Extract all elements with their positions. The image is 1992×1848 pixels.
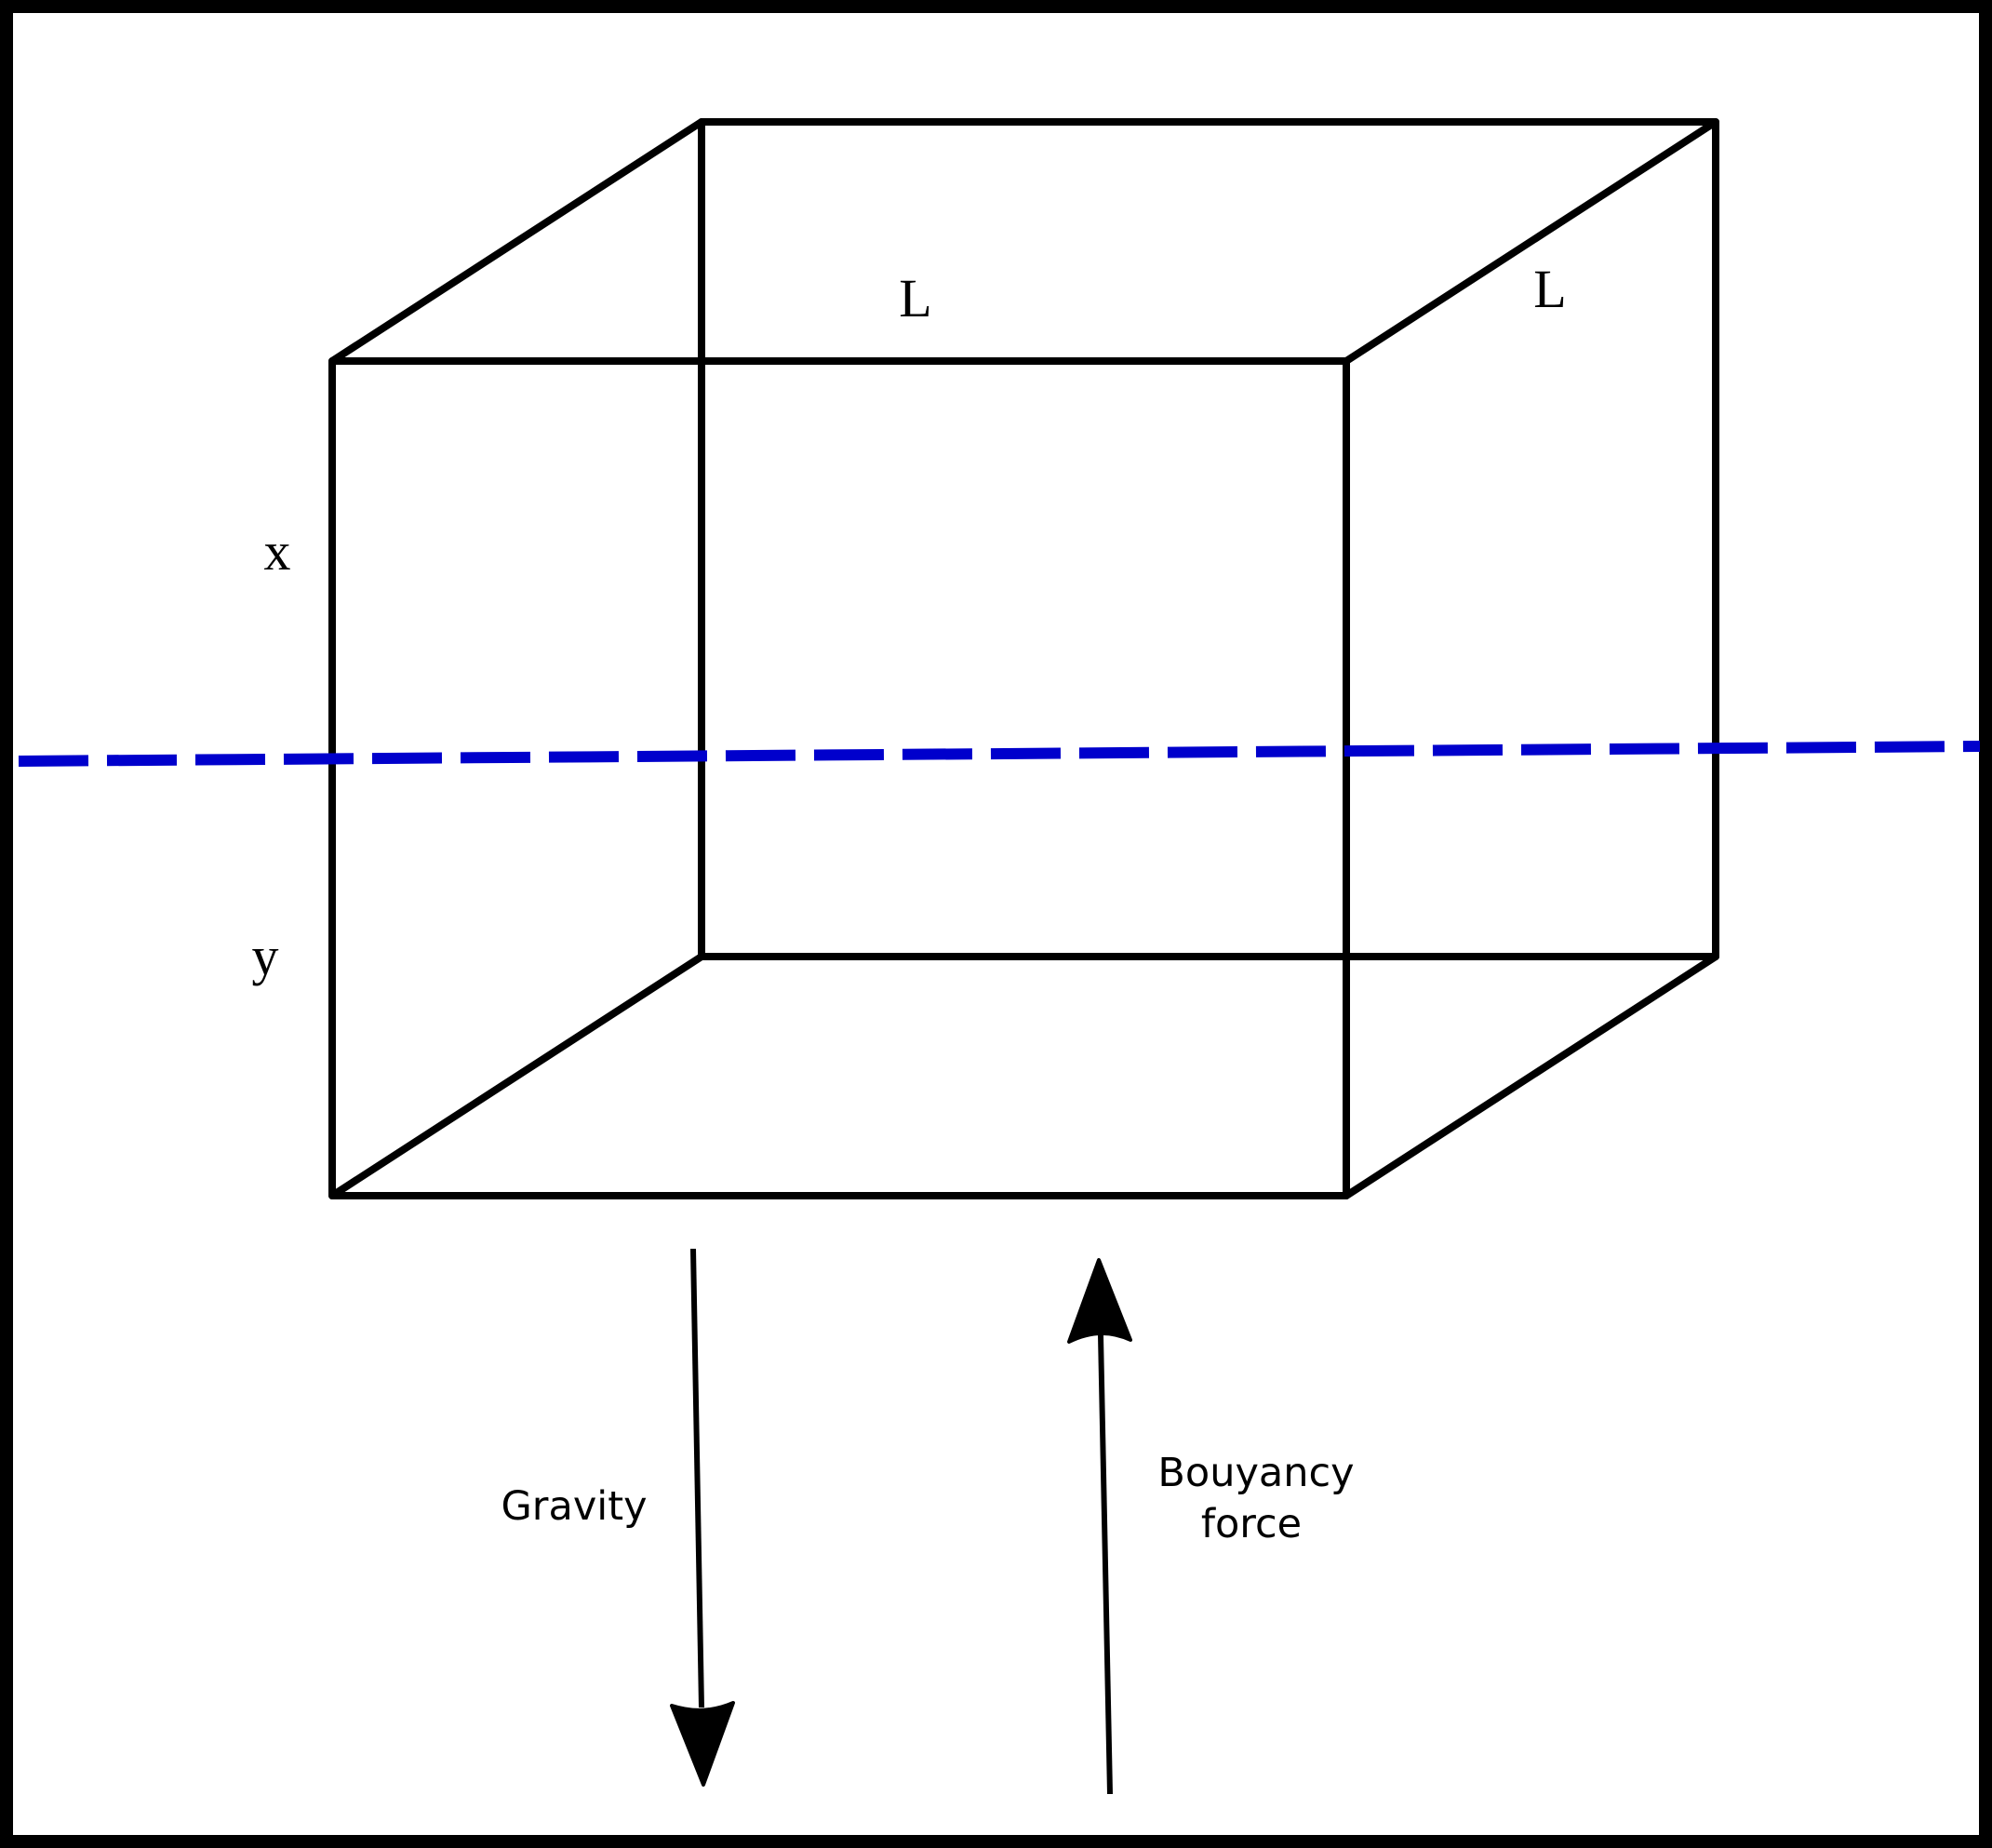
waterline xyxy=(18,741,1981,767)
cube xyxy=(328,118,1719,1199)
buoyancy-arrow xyxy=(1067,1258,1132,1795)
gravity-arrow xyxy=(670,1248,735,1787)
cube-edge-top-right xyxy=(1343,118,1719,365)
cube-edge-bottom-left xyxy=(328,953,705,1199)
cube-edge-bottom-right xyxy=(1343,953,1719,1199)
arrow-up-icon xyxy=(1067,1258,1132,1344)
cube-edge-top-left xyxy=(328,118,705,365)
gravity-arrow-shaft xyxy=(690,1248,704,1708)
length-label-depth: L xyxy=(1533,259,1566,319)
height-label-y: y xyxy=(252,926,279,986)
buoyancy-arrow-shaft xyxy=(1098,1334,1113,1795)
gravity-label: Gravity xyxy=(501,1483,647,1530)
height-label-x: x xyxy=(264,521,291,582)
buoyancy-label-line1: Bouyancy xyxy=(1157,1450,1354,1496)
buoyancy-label-line2: force xyxy=(1201,1501,1302,1547)
arrow-down-icon xyxy=(670,1701,735,1787)
cube-front-face xyxy=(328,357,1350,1199)
cube-back-face xyxy=(698,118,1719,960)
length-label-front: L xyxy=(899,268,931,328)
